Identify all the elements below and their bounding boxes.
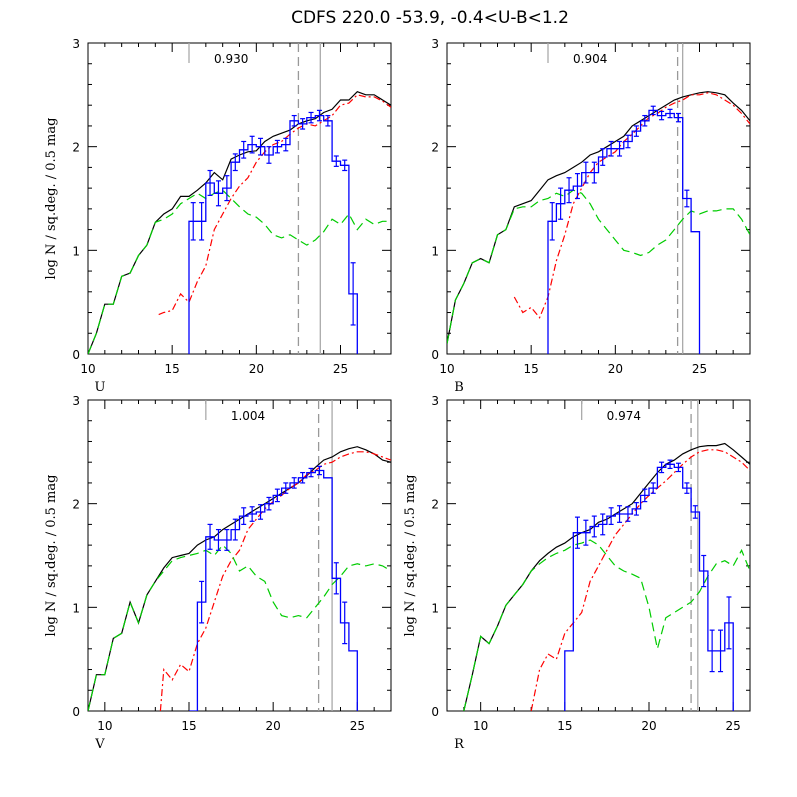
x-tick-label: 15 bbox=[557, 719, 572, 733]
panel-annotation: 0.904 bbox=[573, 52, 607, 66]
total-model-line bbox=[88, 91, 391, 354]
y-tick-label: 1 bbox=[431, 601, 439, 615]
y-tick-label: 1 bbox=[72, 244, 80, 258]
y-tick-label: 3 bbox=[431, 37, 439, 51]
observed-histogram bbox=[547, 109, 701, 354]
x-tick-label: 10 bbox=[97, 719, 112, 733]
y-axis-label: log N / sq.deg. / 0.5 mag bbox=[44, 475, 59, 637]
plot-frame bbox=[446, 42, 751, 355]
x-tick-label: 25 bbox=[333, 362, 348, 376]
y-tick-label: 3 bbox=[72, 37, 80, 51]
star-model-line bbox=[447, 189, 750, 344]
panel-annotation: 0.930 bbox=[214, 52, 248, 66]
y-axis-label: log N / sq.deg. / 0.5 mag bbox=[403, 475, 418, 637]
x-tick-label: 15 bbox=[181, 719, 196, 733]
x-tick-label: 10 bbox=[473, 719, 488, 733]
plot-area bbox=[88, 400, 391, 711]
x-axis-label: U bbox=[95, 380, 106, 395]
y-tick-label: 3 bbox=[72, 394, 80, 408]
x-tick-label: 20 bbox=[641, 719, 656, 733]
plot-frame bbox=[87, 399, 392, 712]
plot-area bbox=[463, 400, 750, 711]
galaxy-model-line bbox=[159, 451, 391, 711]
y-axis-label: log N / sq.deg. / 0.5 mag bbox=[44, 118, 59, 280]
x-axis-label: R bbox=[454, 737, 465, 752]
panel-annotation: 1.004 bbox=[231, 409, 265, 423]
x-tick-label: 10 bbox=[439, 362, 454, 376]
panel-b: 10 15 20 25 0 1 2 3 B 0.904 bbox=[431, 37, 751, 395]
y-tick-label: 0 bbox=[72, 348, 80, 362]
figure-title: CDFS 220.0 -53.9, -0.4<U-B<1.2 bbox=[291, 8, 569, 28]
x-tick-label: 25 bbox=[350, 719, 365, 733]
plot-area bbox=[88, 43, 391, 354]
x-tick-label: 20 bbox=[266, 719, 281, 733]
star-model-line bbox=[88, 189, 391, 354]
x-tick-label: 25 bbox=[726, 719, 741, 733]
y-tick-label: 0 bbox=[72, 705, 80, 719]
star-model-line bbox=[88, 544, 391, 711]
y-tick-label: 3 bbox=[431, 394, 439, 408]
x-tick-label: 20 bbox=[608, 362, 623, 376]
x-tick-label: 25 bbox=[692, 362, 707, 376]
total-model-line bbox=[88, 446, 391, 711]
plot-area bbox=[447, 43, 750, 354]
y-tick-label: 1 bbox=[72, 601, 80, 615]
observed-histogram bbox=[188, 114, 358, 354]
x-axis-label: V bbox=[94, 737, 105, 752]
y-tick-label: 0 bbox=[431, 348, 439, 362]
galaxy-model-line bbox=[158, 94, 391, 316]
x-axis-label: B bbox=[454, 380, 464, 395]
y-tick-label: 2 bbox=[72, 498, 80, 512]
y-tick-label: 1 bbox=[431, 244, 439, 258]
plot-frame bbox=[87, 42, 392, 355]
galaxy-model-line bbox=[530, 449, 750, 711]
y-tick-label: 2 bbox=[431, 498, 439, 512]
x-tick-label: 20 bbox=[249, 362, 264, 376]
x-tick-label: 15 bbox=[524, 362, 539, 376]
x-tick-label: 15 bbox=[165, 362, 180, 376]
panel-annotation: 0.974 bbox=[607, 409, 641, 423]
y-tick-label: 2 bbox=[72, 141, 80, 155]
total-model-line bbox=[447, 91, 750, 344]
star-model-line bbox=[463, 539, 750, 711]
x-tick-label: 10 bbox=[80, 362, 95, 376]
y-tick-label: 0 bbox=[431, 705, 439, 719]
observed-histogram bbox=[564, 463, 734, 711]
y-tick-label: 2 bbox=[431, 141, 439, 155]
